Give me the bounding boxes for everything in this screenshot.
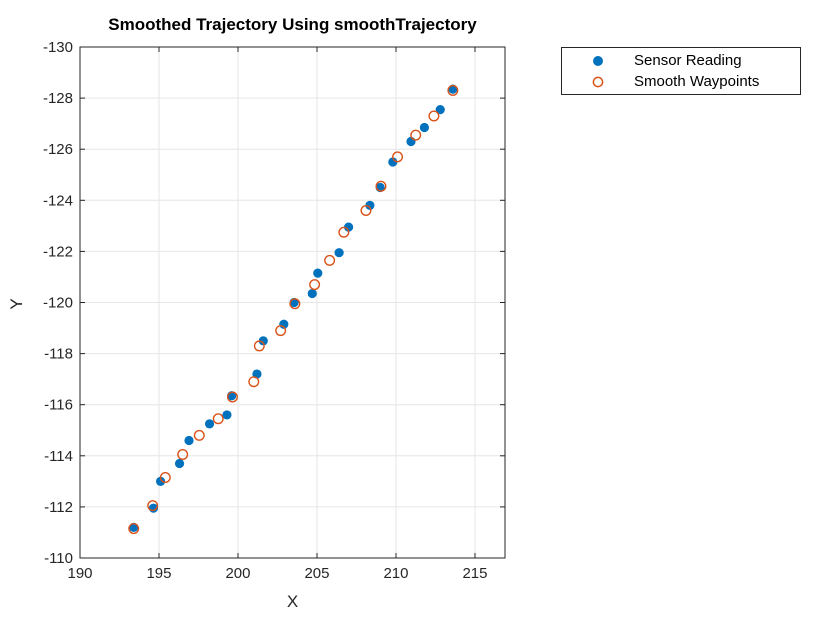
data-point-smooth-waypoint: [338, 226, 350, 238]
data-point-smooth-waypoint: [159, 472, 171, 484]
data-point-sensor-reading: [222, 410, 232, 420]
data-point-smooth-waypoint: [375, 180, 387, 192]
x-tick-label: 205: [304, 565, 329, 582]
data-point-smooth-waypoint: [128, 523, 140, 535]
data-point-smooth-waypoint: [275, 325, 287, 337]
data-point-sensor-reading: [334, 248, 344, 258]
y-tick-label: -128: [43, 90, 73, 107]
data-point-sensor-reading: [388, 157, 398, 167]
data-point-sensor-reading: [129, 522, 139, 532]
data-point-smooth-waypoint: [289, 298, 301, 310]
y-tick-label: -118: [44, 346, 73, 363]
y-tick-label: -110: [44, 550, 73, 567]
x-tick-label: 210: [383, 565, 408, 582]
data-point-smooth-waypoint: [226, 391, 238, 403]
data-point-smooth-waypoint: [360, 205, 372, 217]
data-point-smooth-waypoint: [324, 254, 336, 266]
y-tick-label: -116: [44, 397, 73, 414]
data-point-smooth-waypoint: [193, 429, 205, 441]
legend-item-sensor-reading: Sensor Reading: [562, 50, 800, 71]
y-tick-label: -126: [43, 141, 73, 158]
legend: Sensor Reading Smooth Waypoints: [561, 47, 801, 95]
data-point-smooth-waypoint: [392, 151, 404, 163]
data-point-smooth-waypoint: [410, 129, 422, 141]
data-point-smooth-waypoint: [447, 84, 459, 96]
y-tick-label: -130: [43, 39, 73, 56]
y-tick-label: -122: [43, 243, 73, 260]
data-point-sensor-reading: [174, 458, 185, 469]
x-axis-label: X: [286, 592, 299, 611]
x-tick-label: 195: [146, 565, 171, 582]
legend-label: Smooth Waypoints: [634, 73, 760, 90]
y-tick-label: -114: [44, 448, 73, 465]
y-tick-label: -120: [43, 295, 73, 312]
data-point-sensor-reading: [313, 268, 323, 278]
data-point-sensor-reading: [406, 136, 416, 147]
legend-label: Sensor Reading: [634, 52, 742, 69]
data-point-smooth-waypoint: [253, 340, 265, 352]
data-point-sensor-reading: [258, 336, 268, 346]
data-point-sensor-reading: [365, 200, 375, 211]
legend-item-smooth-waypoints: Smooth Waypoints: [562, 71, 800, 92]
data-point-smooth-waypoint: [212, 413, 224, 425]
y-tick-label: -124: [43, 192, 73, 209]
data-point-smooth-waypoint: [177, 449, 189, 461]
data-point-sensor-reading: [307, 288, 317, 299]
data-point-smooth-waypoint: [147, 500, 159, 512]
data-point-sensor-reading: [204, 419, 215, 429]
x-tick-label: 190: [67, 565, 92, 582]
x-tick-label: 215: [462, 565, 487, 582]
data-point-sensor-reading: [435, 104, 445, 115]
data-point-sensor-reading: [343, 222, 354, 232]
data-point-sensor-reading: [448, 84, 458, 94]
data-point-smooth-waypoint: [309, 279, 321, 291]
data-point-smooth-waypoint: [428, 110, 440, 122]
filled-circle-marker-icon: [562, 54, 634, 68]
x-tick-label: 200: [225, 565, 250, 582]
chart-title: Smoothed Trajectory Using smoothTrajecto…: [108, 15, 477, 34]
data-point-sensor-reading: [419, 122, 430, 133]
data-point-sensor-reading: [155, 476, 166, 486]
open-circle-marker-icon: [562, 75, 634, 89]
data-point-smooth-waypoint: [248, 376, 260, 388]
data-point-sensor-reading: [184, 435, 194, 446]
y-axis-label: Y: [7, 298, 26, 310]
y-tick-label: -112: [44, 499, 73, 516]
